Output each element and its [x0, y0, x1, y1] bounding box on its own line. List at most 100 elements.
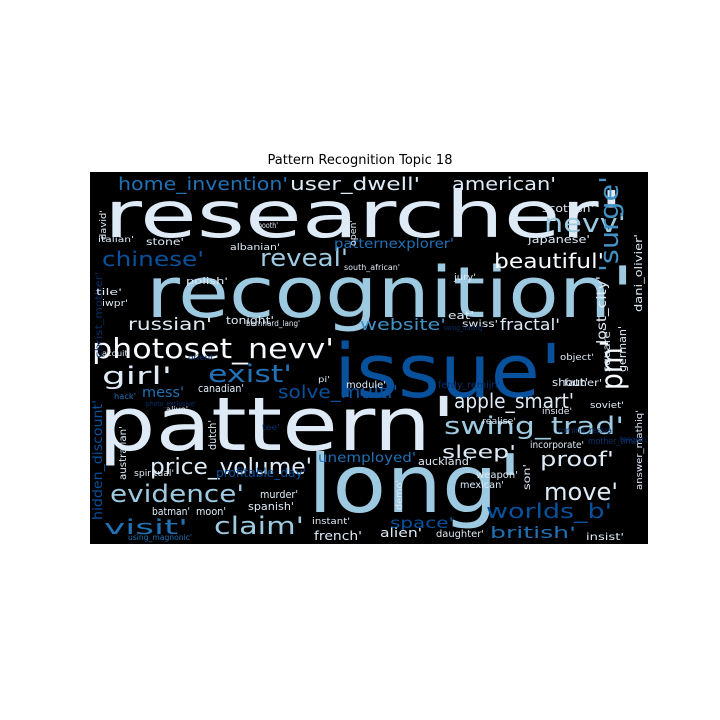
word-cloud: researcher' recognition' pattern' issue'…	[90, 172, 648, 544]
word: visit'	[104, 515, 188, 539]
word: solve_multi'	[278, 382, 398, 403]
word: auckland'	[418, 455, 472, 468]
word: apple_smart'	[454, 389, 574, 413]
word: pm'	[595, 340, 630, 390]
word: dutch'	[206, 420, 219, 450]
word: unemployed'	[318, 451, 416, 466]
word: tonight'	[226, 314, 274, 327]
word: dani_olivier'	[632, 234, 645, 312]
word: belgian'	[620, 435, 648, 444]
word: canadian'	[198, 382, 244, 395]
figure-title: Pattern Recognition Topic 18	[267, 153, 453, 168]
word-cloud-canvas: researcher' recognition' pattern' issue'…	[91, 174, 648, 543]
word: price_volume'	[150, 455, 312, 480]
word: mess'	[142, 385, 184, 401]
word: french'	[314, 529, 362, 543]
word: german'	[616, 326, 629, 372]
word: father'	[564, 378, 602, 389]
word: reveal'	[260, 244, 348, 272]
word: russian'	[128, 315, 212, 335]
word: lost_city'	[595, 276, 610, 344]
word: japanese'	[527, 233, 590, 246]
word: son'	[522, 464, 533, 490]
word: evidence'	[110, 480, 244, 508]
word: open'	[349, 220, 359, 246]
word: south_african'	[344, 263, 400, 272]
word: user_dwell'	[290, 174, 420, 195]
word: polish'	[186, 277, 228, 287]
word: move'	[544, 478, 618, 506]
word: weapon'	[476, 470, 518, 481]
word: spiritual'	[134, 469, 174, 479]
word: shout'	[552, 376, 588, 389]
word: david'	[99, 210, 109, 240]
word: ferdy_remijn'	[438, 380, 500, 391]
word: soviet'	[590, 401, 624, 411]
word: romina_ressia'	[558, 426, 614, 435]
word: swiss'	[462, 319, 498, 330]
word: claim'	[214, 512, 304, 540]
word: photoset_nevv'	[92, 332, 334, 365]
word: object'	[560, 353, 594, 363]
word: demo'	[395, 480, 405, 510]
word: eat'	[448, 309, 474, 322]
word: jury'	[453, 273, 476, 283]
word: murder'	[260, 488, 298, 501]
word: website'	[360, 315, 446, 334]
word: bernhard_lang'	[246, 319, 300, 328]
word: home_invention'	[118, 174, 288, 195]
word: realise'	[482, 417, 516, 427]
word: alive'	[166, 405, 188, 414]
word: researcher'	[104, 179, 624, 253]
word: tee'	[262, 423, 280, 432]
word: girl'	[102, 362, 172, 390]
word: pi'	[318, 375, 330, 384]
word: swing_trading'	[444, 324, 484, 332]
word: proof'	[540, 447, 614, 471]
word: chinese'	[102, 247, 204, 271]
word: acquit'	[102, 349, 130, 358]
word: christ_mother'	[94, 272, 105, 358]
word: hidden_discount'	[91, 400, 106, 520]
word: stone'	[146, 237, 184, 248]
word: mother_time'	[588, 437, 640, 447]
word: albanian'	[230, 243, 280, 253]
word: using_magnonic'	[128, 533, 192, 542]
word: instant'	[312, 517, 350, 527]
word: 'surge'	[595, 176, 625, 272]
word: alien'	[380, 526, 422, 540]
word: orient'	[188, 353, 216, 362]
word: iwpr'	[102, 299, 128, 309]
word: photo_exclusive'	[146, 400, 196, 408]
word: american'	[452, 174, 556, 195]
word: batman'	[152, 505, 190, 518]
word: beautiful'	[494, 249, 604, 273]
word: british'	[490, 523, 576, 542]
word: recognition'	[146, 252, 634, 334]
word: pattern'	[98, 382, 456, 468]
word: answer_mathiq'	[635, 410, 645, 490]
word: patternexplorer'	[334, 237, 454, 252]
word: space'	[390, 514, 454, 532]
word: hack'	[114, 392, 136, 401]
word: australian'	[118, 426, 129, 480]
word: worlds_b'	[486, 499, 612, 523]
word: scottish'	[542, 202, 594, 215]
word: spanish'	[248, 500, 294, 513]
word: tile'	[96, 288, 122, 298]
word: incorporate'	[530, 440, 584, 451]
word: mexican'	[460, 480, 504, 491]
word: swing_trad'	[444, 412, 624, 440]
word: booth'	[258, 221, 278, 230]
word: exist'	[208, 360, 292, 388]
word: nevv'	[544, 209, 626, 239]
word: italian'	[98, 235, 134, 244]
word: inside'	[542, 407, 572, 417]
word: square'	[602, 328, 613, 372]
word: moon'	[196, 505, 226, 518]
word: long'	[308, 438, 522, 531]
word: daughter'	[436, 529, 484, 540]
word: insist'	[586, 532, 624, 543]
word: issue'	[334, 329, 562, 415]
word: module'	[346, 380, 386, 391]
